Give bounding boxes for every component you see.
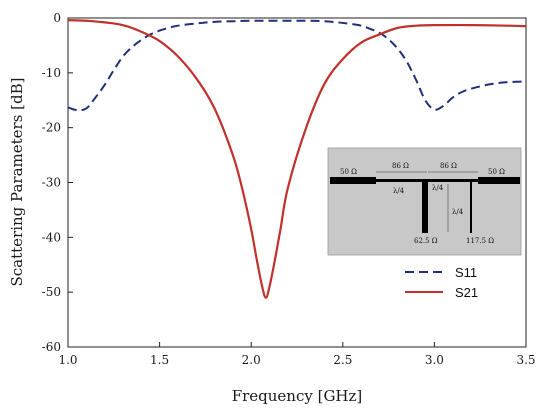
inset-label-62: 62.5 Ω bbox=[414, 237, 438, 245]
inset-label-86-left: 86 Ω bbox=[392, 162, 409, 170]
series-group bbox=[67, 19, 527, 299]
inset-port1-line bbox=[330, 177, 376, 184]
inset-label-117: 117.5 Ω bbox=[466, 237, 494, 245]
series-line-s21 bbox=[67, 19, 527, 299]
inset-label-50-left: 50 Ω bbox=[340, 168, 357, 176]
inset-background bbox=[327, 147, 522, 256]
x-tick-label: 3.5 bbox=[516, 353, 535, 367]
legend-label-s11: S11 bbox=[455, 265, 477, 280]
inset-label-lambda-2: λ/4 bbox=[432, 184, 444, 192]
y-tick-label: -50 bbox=[42, 285, 61, 299]
x-axis-title: Frequency [GHz] bbox=[232, 387, 363, 405]
y-axis-ticks: 0 -10 -20 -30 -40 -50 -60 bbox=[42, 11, 73, 354]
inset-label-lambda-1: λ/4 bbox=[393, 187, 405, 195]
y-axis-title: Scattering Parameters [dB] bbox=[8, 78, 26, 287]
y-tick-label: -20 bbox=[42, 121, 61, 135]
y-tick-label: -30 bbox=[42, 176, 61, 190]
x-tick-label: 2.0 bbox=[242, 353, 261, 367]
legend-label-s21: S21 bbox=[455, 285, 478, 300]
x-tick-label: 1.0 bbox=[58, 353, 77, 367]
inset-diagram: 50 Ω 86 Ω 86 Ω 50 Ω λ/4 λ/4 λ/4 62.5 Ω 1… bbox=[327, 147, 522, 256]
x-tick-label: 1.5 bbox=[150, 353, 169, 367]
y-tick-label: -60 bbox=[42, 340, 61, 354]
x-axis-ticks: 1.0 1.5 2.0 2.5 3.0 3.5 bbox=[58, 342, 536, 367]
inset-stub-117 bbox=[470, 181, 472, 233]
inset-label-50-right: 50 Ω bbox=[488, 168, 505, 176]
inset-line-86a bbox=[376, 179, 427, 182]
inset-label-86-right: 86 Ω bbox=[440, 162, 457, 170]
inset-stub-62 bbox=[422, 181, 428, 233]
x-tick-label: 2.5 bbox=[333, 353, 352, 367]
legend: S11 S21 bbox=[405, 265, 478, 300]
inset-port2-line bbox=[478, 177, 520, 184]
series-line-s11 bbox=[67, 19, 527, 112]
y-tick-label: 0 bbox=[53, 11, 61, 25]
y-tick-label: -40 bbox=[42, 230, 61, 244]
y-tick-label: -10 bbox=[42, 66, 61, 80]
inset-line-86b bbox=[427, 179, 478, 182]
x-tick-label: 3.0 bbox=[425, 353, 444, 367]
inset-label-lambda-3: λ/4 bbox=[452, 208, 464, 216]
